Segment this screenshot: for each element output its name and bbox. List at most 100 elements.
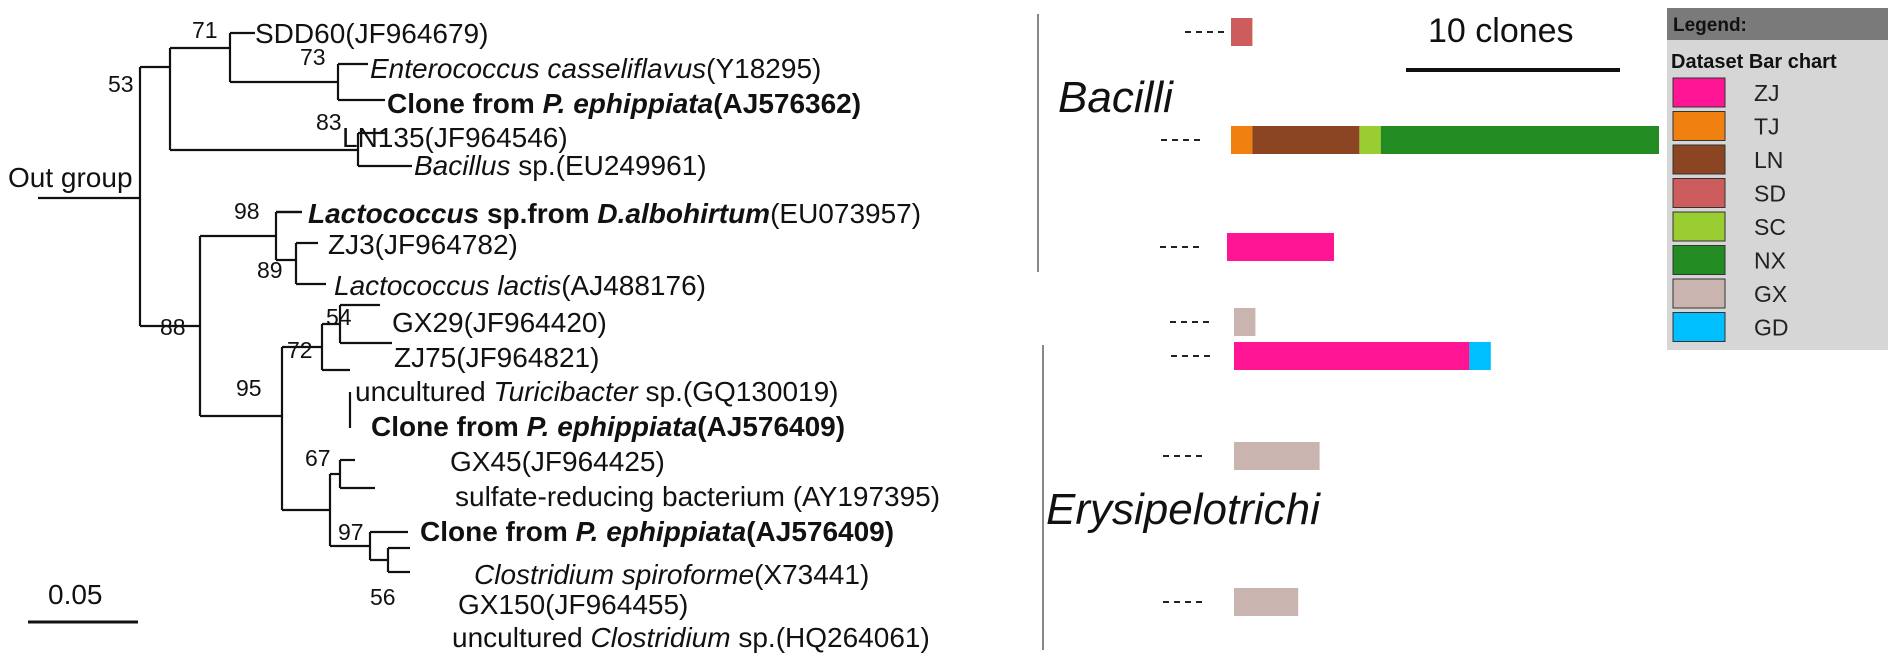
leaf-label-part: P. ephippiata bbox=[576, 516, 747, 547]
leaf-label-zj3: ZJ3(JF964782) bbox=[328, 229, 518, 260]
legend-label-tj: TJ bbox=[1754, 114, 1780, 140]
leaf-label-part: (EU073957) bbox=[770, 198, 921, 229]
bar-segment-zj bbox=[1227, 233, 1334, 261]
leaf-label-part: P. ephippiata bbox=[527, 411, 698, 442]
bar-segment-sc bbox=[1359, 126, 1381, 154]
leaf-label-part: (Y18295) bbox=[706, 53, 821, 84]
bootstrap-value: 98 bbox=[234, 198, 260, 224]
leaf-label-bacillus: Bacillus sp.(EU249961) bbox=[414, 150, 707, 181]
legend-swatch-ln bbox=[1672, 144, 1726, 175]
leaf-label-part: Lactococcus lactis bbox=[334, 270, 561, 301]
bootstrap-values: 71 53 73 83 98 89 88 54 72 95 67 97 56 bbox=[108, 17, 396, 610]
legend-swatch-gd bbox=[1672, 312, 1726, 342]
legend-swatch-gx bbox=[1672, 278, 1726, 309]
bar-segment-gx bbox=[1234, 588, 1299, 616]
bootstrap-value: 88 bbox=[160, 314, 186, 340]
leaf-label-uncultured-clostridium: uncultured Clostridium sp.(HQ264061) bbox=[452, 622, 930, 653]
leaf-label-part: P. ephippiata bbox=[543, 88, 714, 119]
leaf-label-part: ZJ3(JF964782) bbox=[328, 229, 518, 260]
bootstrap-value: 71 bbox=[192, 17, 218, 43]
legend-swatch-zj bbox=[1672, 77, 1726, 108]
leaf-label-part: sulfate-reducing bacterium (AY197395) bbox=[455, 481, 940, 512]
bootstrap-value: 72 bbox=[287, 337, 313, 363]
leaf-label-part: (AJ576362) bbox=[713, 88, 861, 119]
tree-branches bbox=[38, 31, 412, 574]
leaf-label-part: (X73441) bbox=[754, 559, 869, 590]
leaf-label-clone-aj576362: Clone from P. ephippiata(AJ576362) bbox=[387, 88, 861, 119]
class-label-erysipelotrichi: Erysipelotrichi bbox=[1046, 485, 1321, 534]
leaf-label-part: GX150(JF964455) bbox=[458, 589, 688, 620]
legend-label-gd: GD bbox=[1754, 315, 1789, 341]
leaf-stubs bbox=[276, 210, 380, 307]
leaf-label-part: Bacillus bbox=[414, 150, 510, 181]
legend-swatch-tj bbox=[1672, 111, 1726, 141]
class-label-bacilli: Bacilli bbox=[1058, 73, 1174, 122]
bar-segment-zj bbox=[1234, 342, 1470, 370]
leaf-label-part: Clostridium spiroforme bbox=[474, 559, 754, 590]
leaf-label-clostridium-spiroforme: Clostridium spiroforme(X73441) bbox=[474, 559, 869, 590]
legend: Legend: Dataset Bar chart ZJ TJ LN SD SC NX GX… bbox=[1667, 8, 1888, 350]
leaf-label-part: sp.(EU249961) bbox=[510, 150, 706, 181]
bootstrap-value: 56 bbox=[370, 584, 396, 610]
clone-bar-chart bbox=[1160, 18, 1659, 616]
bar-segment-gd bbox=[1469, 342, 1491, 370]
legend-header-bar bbox=[1667, 8, 1888, 40]
legend-title: Legend: bbox=[1673, 15, 1747, 36]
legend-label-sd: SD bbox=[1754, 181, 1786, 207]
leaf-label-part: (AJ488176) bbox=[561, 270, 706, 301]
distance-scale-label: 0.05 bbox=[48, 579, 103, 610]
bar-segment-gx bbox=[1234, 442, 1320, 470]
leaf-label-part: LN135(JF964546) bbox=[342, 122, 568, 153]
leaf-label-part: sp.(GQ130019) bbox=[638, 376, 839, 407]
clone-scale-label: 10 clones bbox=[1428, 12, 1574, 50]
legend-label-gx: GX bbox=[1754, 281, 1787, 307]
leaf-label-sulfate-reducing: sulfate-reducing bacterium (AY197395) bbox=[455, 481, 940, 512]
leaf-label-clone-aj576409-a: Clone from P. ephippiata(AJ576409) bbox=[371, 411, 845, 442]
leaf-label-part: Clone from bbox=[387, 88, 543, 119]
leaf-label-part: ZJ75(JF964821) bbox=[394, 342, 599, 373]
legend-subtitle: Dataset Bar chart bbox=[1671, 51, 1837, 73]
legend-swatch-sc bbox=[1672, 211, 1726, 242]
bar-segment-gx bbox=[1234, 308, 1256, 336]
bar-segment-sd bbox=[1231, 18, 1253, 46]
leaf-label-part: (AJ576409) bbox=[697, 411, 845, 442]
leaf-label-enterococcus: Enterococcus casseliflavus(Y18295) bbox=[370, 53, 821, 84]
bar-segment-nx bbox=[1380, 126, 1659, 154]
leaf-label-part: uncultured bbox=[452, 622, 591, 653]
leaf-label-gx29: GX29(JF964420) bbox=[392, 307, 607, 338]
bootstrap-value: 83 bbox=[316, 109, 342, 135]
bootstrap-value: 53 bbox=[108, 71, 134, 97]
leaf-label-turicibacter: uncultured Turicibacter sp.(GQ130019) bbox=[355, 376, 839, 407]
bar-segment-tj bbox=[1231, 126, 1253, 154]
legend-swatch-sd bbox=[1672, 178, 1726, 208]
leaf-label-part: SDD60(JF964679) bbox=[255, 18, 488, 49]
bootstrap-value: 89 bbox=[257, 257, 283, 283]
outgroup-label: Out group bbox=[8, 162, 133, 193]
leaf-label-part: GX45(JF964425) bbox=[450, 446, 665, 477]
leaf-label-sdd60: SDD60(JF964679) bbox=[255, 18, 488, 49]
leaf-label-part: Lactococcus bbox=[308, 198, 479, 229]
bootstrap-value: 67 bbox=[305, 445, 331, 471]
leaf-label-part: (AJ576409) bbox=[746, 516, 894, 547]
leaf-label-part: Enterococcus casseliflavus bbox=[370, 53, 706, 84]
leaf-label-clone-aj576409-b: Clone from P. ephippiata(AJ576409) bbox=[420, 516, 894, 547]
leaf-label-gx150: GX150(JF964455) bbox=[458, 589, 688, 620]
leaf-label-part: Turicibacter bbox=[494, 376, 640, 407]
legend-label-nx: NX bbox=[1754, 248, 1786, 274]
leaf-label-ln135: LN135(JF964546) bbox=[342, 122, 568, 153]
leaf-label-part: Clone from bbox=[420, 516, 576, 547]
leaf-label-gx45: GX45(JF964425) bbox=[450, 446, 665, 477]
leaf-labels: SDD60(JF964679) Enterococcus casseliflav… bbox=[255, 18, 940, 653]
leaf-label-part: Clone from bbox=[371, 411, 527, 442]
leaf-label-part: uncultured bbox=[355, 376, 494, 407]
bootstrap-value: 97 bbox=[338, 519, 364, 545]
legend-items: ZJ TJ LN SD SC NX GX GD bbox=[1672, 77, 1789, 342]
leaf-label-part: GX29(JF964420) bbox=[392, 307, 607, 338]
bootstrap-value: 95 bbox=[236, 375, 262, 401]
legend-label-ln: LN bbox=[1754, 147, 1783, 173]
legend-label-sc: SC bbox=[1754, 214, 1786, 240]
leaf-label-lactococcus-sp: Lactococcus sp.from D.albohirtum(EU07395… bbox=[308, 198, 921, 229]
leaf-label-part: Clostridium bbox=[591, 622, 731, 653]
bootstrap-value: 54 bbox=[326, 304, 352, 330]
